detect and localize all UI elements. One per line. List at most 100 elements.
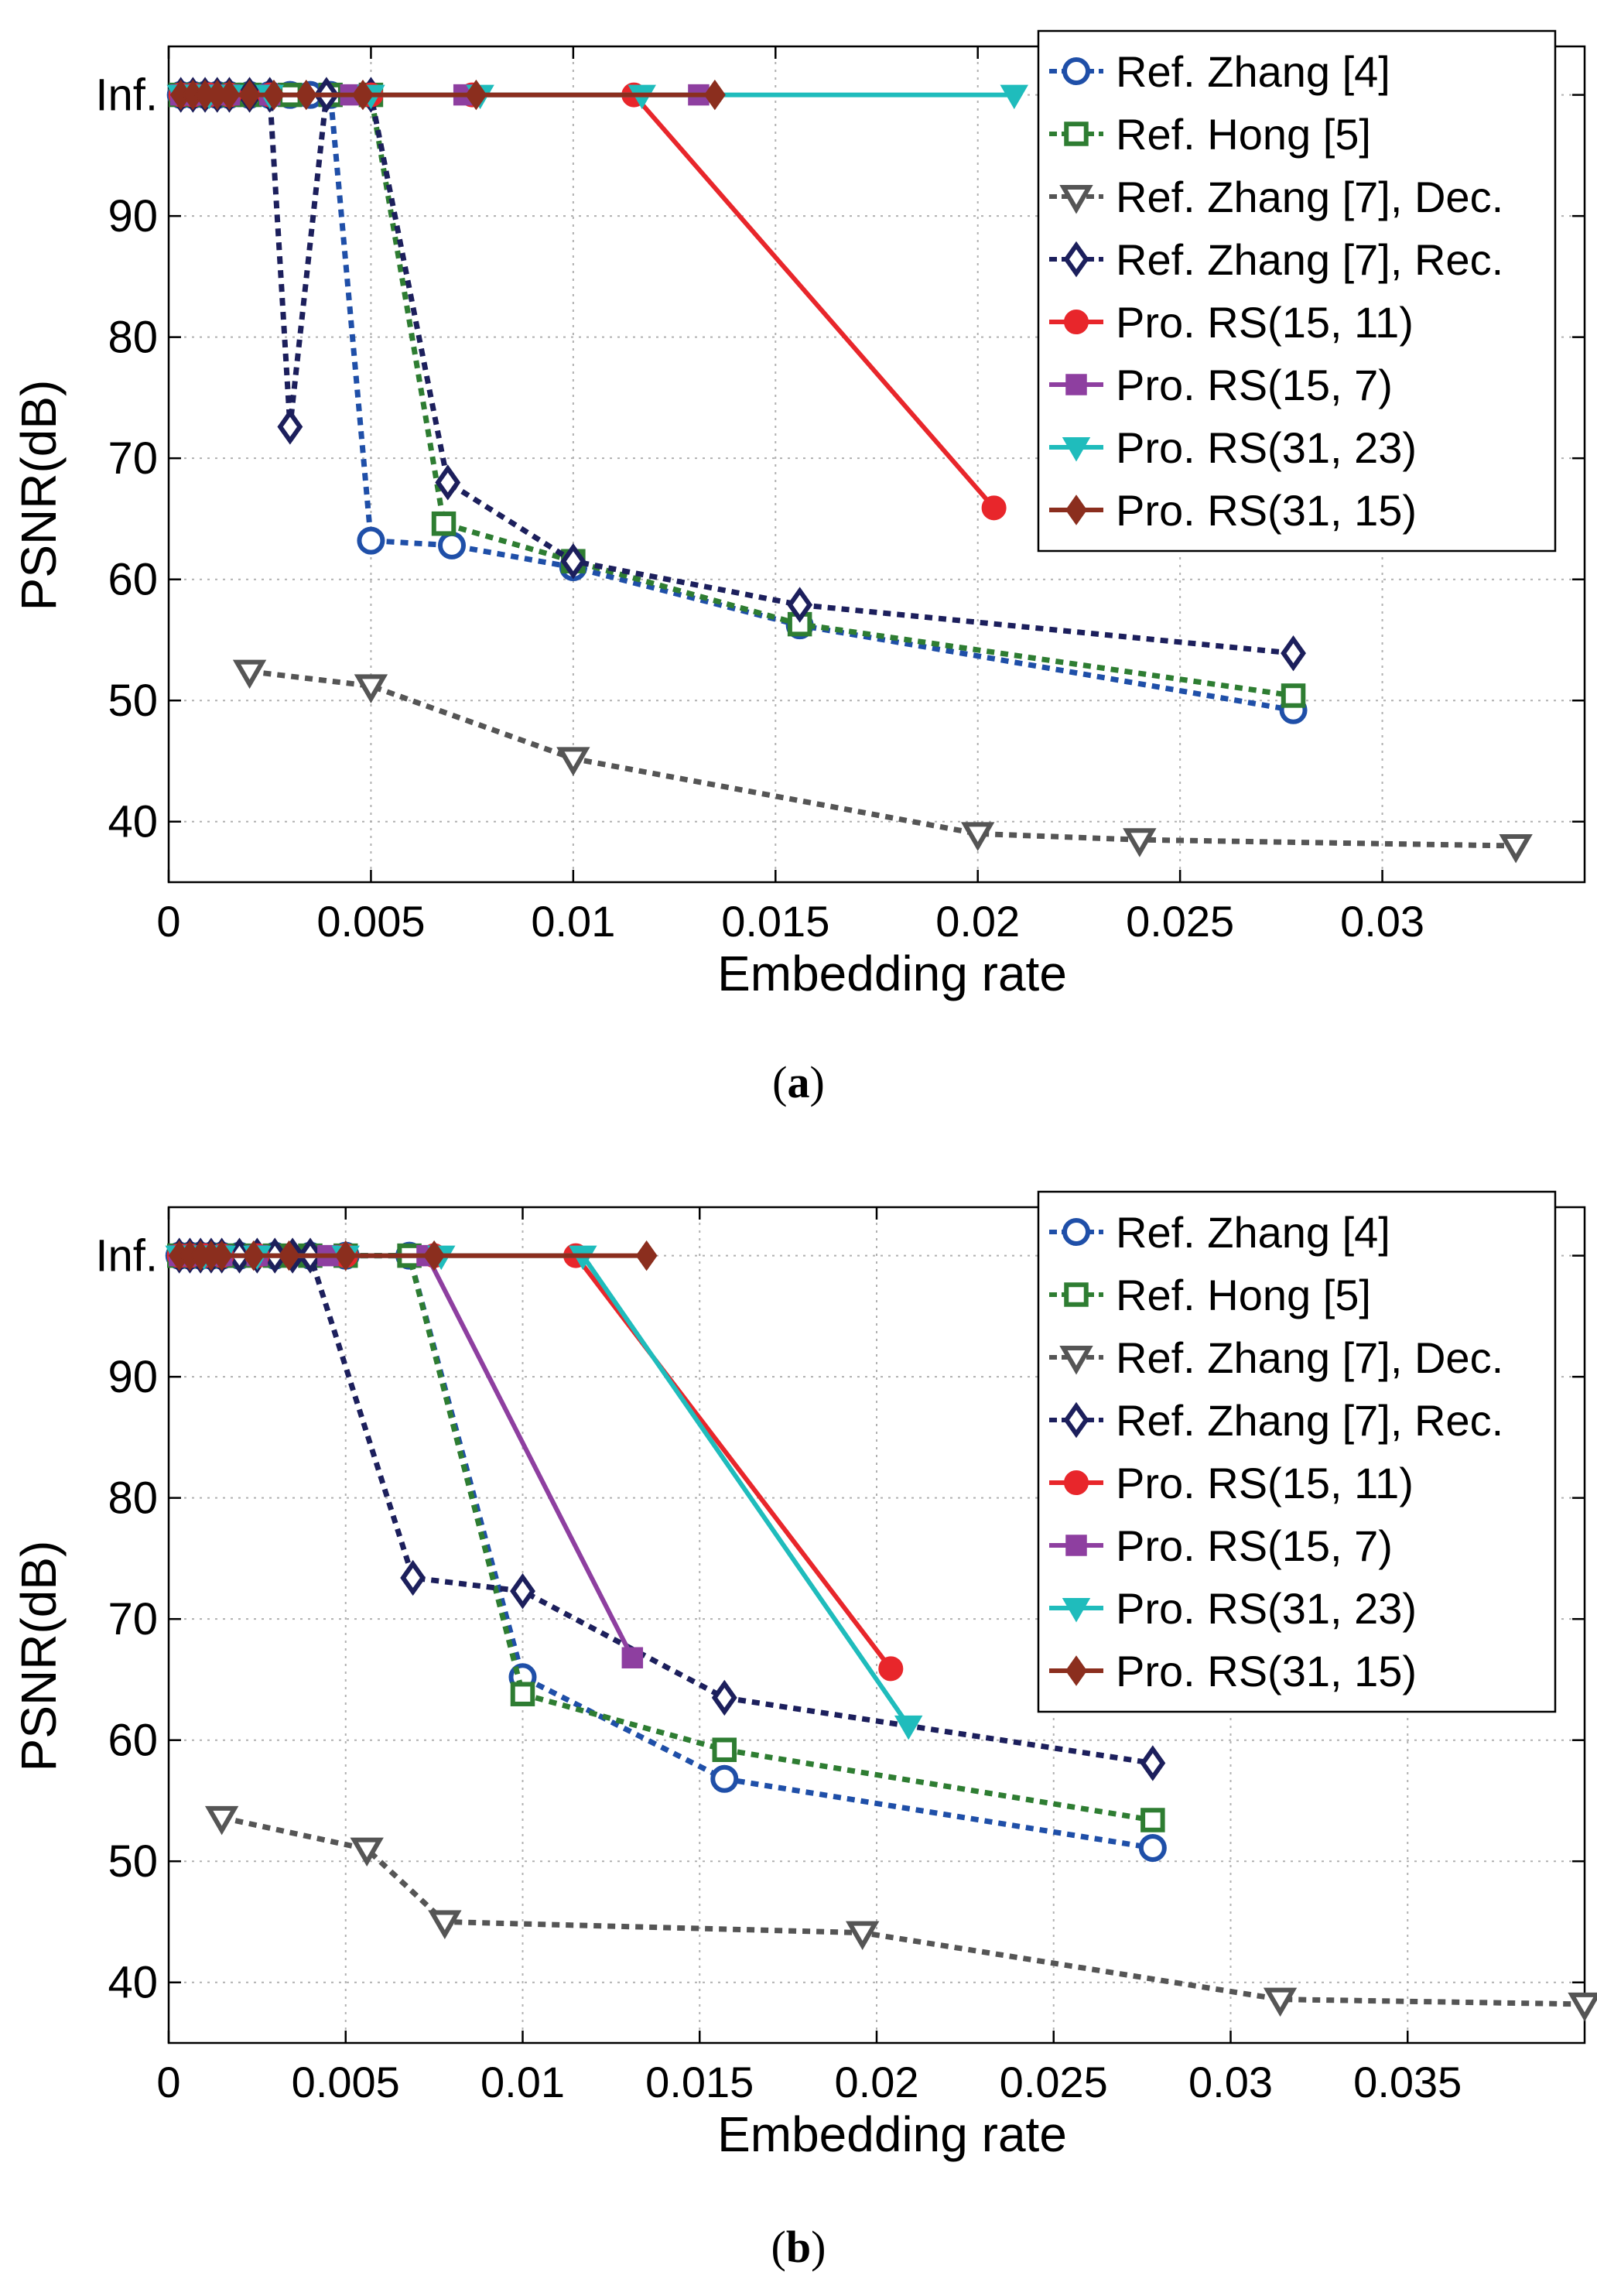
series-line-2	[221, 1815, 1585, 2007]
data-point	[981, 495, 1007, 521]
data-point	[295, 79, 317, 111]
legend-box	[1037, 1190, 1557, 1713]
x-axis-label: Embedding rate	[717, 946, 1067, 1001]
x-tick-label: 0.005	[316, 897, 425, 946]
data-point	[1123, 828, 1157, 857]
series-2	[204, 1805, 1597, 2022]
x-tick-label: 0.03	[1188, 2058, 1273, 2106]
x-tick-label: 0.015	[645, 2058, 754, 2106]
legend-label-0: Ref. Zhang [4]	[1116, 47, 1390, 96]
chart-panel-b: 40 50 60 70 80 90 Inf. 0 0.005 0.01 0.015 0.02 0.025…	[11, 1190, 1597, 2162]
x-tick-label: 0	[156, 2058, 180, 2106]
series-line-5	[179, 1253, 634, 1659]
legend-label-7: Pro. RS(31, 15)	[1116, 1647, 1417, 1695]
data-point	[438, 531, 466, 559]
legend-label-6: Pro. RS(31, 23)	[1116, 423, 1417, 472]
x-tick-label: 0.025	[1000, 2058, 1108, 2106]
data-point	[351, 79, 374, 111]
data-point	[621, 1647, 644, 1669]
legend-label-7: Pro. RS(31, 15)	[1116, 486, 1417, 535]
data-point	[712, 1737, 737, 1762]
series-line-0	[179, 1253, 1154, 1851]
data-point	[878, 1656, 904, 1682]
data-point	[560, 543, 586, 580]
ticks-0: 40 50 60 70 80 90 Inf. 0 0.005 0.01 0.015 0.02 0.025…	[95, 46, 1585, 946]
x-tick-label: 0.02	[835, 2058, 919, 2106]
plot-area-1	[165, 1237, 1597, 2022]
data-point	[428, 1910, 462, 1939]
series-line-1	[179, 1253, 1154, 1823]
data-point	[556, 747, 590, 776]
legend-label-4: Pro. RS(15, 11)	[1116, 1459, 1414, 1507]
legend-label-2: Ref. Zhang [7], Dec.	[1116, 173, 1503, 221]
series-2	[232, 659, 1533, 864]
data-point	[423, 1240, 446, 1271]
data-point	[1138, 1834, 1167, 1862]
data-point	[354, 674, 388, 703]
y-tick-label: 80	[108, 1473, 158, 1524]
series-line-6	[179, 1253, 911, 1727]
y-tick-label: 70	[108, 1594, 158, 1644]
data-point	[238, 79, 261, 111]
series-6	[165, 1245, 923, 1740]
data-point	[357, 526, 385, 555]
series-4	[168, 82, 1007, 521]
series-3	[166, 1237, 1166, 1781]
y-tick-label: 90	[108, 1352, 158, 1402]
data-point	[210, 1240, 233, 1271]
y-axis-label: PSNR(dB)	[11, 1541, 67, 1772]
data-point	[431, 511, 457, 536]
legend-label-3: Ref. Zhang [7], Rec.	[1116, 235, 1503, 284]
y-tick-label: 90	[108, 191, 158, 241]
data-point	[1140, 1808, 1165, 1832]
legend-marker-2	[1059, 1346, 1093, 1375]
data-point	[1568, 1992, 1597, 2022]
axes-box-0	[167, 45, 1586, 884]
ticks-1: 40 50 60 70 80 90 Inf. 0 0.005 0.01 0.015 0.02 0.025…	[95, 1207, 1585, 2106]
legend-marker-4	[1064, 1470, 1089, 1495]
legend-marker-7	[1065, 494, 1087, 525]
series-line-3	[179, 1253, 1154, 1766]
legend-marker-4	[1064, 310, 1089, 334]
series-0	[165, 1241, 1167, 1862]
data-point	[350, 1837, 384, 1867]
data-point	[510, 1572, 535, 1610]
plot-area-0	[166, 77, 1533, 864]
panel-label-b: (b)	[771, 2222, 826, 2272]
series-5	[168, 1244, 644, 1669]
x-tick-label: 0.015	[721, 897, 829, 946]
data-point	[465, 79, 487, 111]
data-point	[710, 1764, 739, 1793]
legend-0: Ref. Zhang [4] Ref. Hong [5] Ref. Zhang [7…	[1037, 29, 1557, 553]
legend-marker-1	[1064, 1282, 1089, 1307]
data-point	[845, 1921, 880, 1951]
legend-marker-5	[1065, 1535, 1087, 1556]
legend-label-1: Ref. Hong [5]	[1116, 110, 1371, 159]
data-point	[435, 464, 461, 501]
legend-marker-1	[1064, 121, 1089, 146]
x-tick-label: 0	[156, 897, 180, 946]
x-axis-label: Embedding rate	[717, 2106, 1067, 2162]
series-7	[169, 79, 726, 111]
y-tick-label: 50	[108, 1836, 158, 1887]
data-point	[1000, 84, 1029, 110]
data-point	[278, 1240, 300, 1271]
legend-marker-0	[1062, 1218, 1090, 1246]
data-point	[1499, 834, 1533, 864]
y-tick-label: 40	[108, 1958, 158, 2008]
legend-marker-7	[1065, 1655, 1087, 1686]
legend-label-5: Pro. RS(15, 7)	[1116, 361, 1393, 409]
data-point	[787, 587, 813, 623]
chart-panel-a: 40 50 60 70 80 90 Inf. 0 0.005 0.01 0.015 0.02 0.025…	[11, 29, 1586, 1001]
x-tick-label: 0.035	[1353, 2058, 1462, 2106]
data-point	[334, 1240, 357, 1271]
data-point	[232, 659, 267, 689]
data-point	[1140, 1745, 1166, 1781]
y-tick-label: 40	[108, 797, 158, 847]
legend-label-6: Pro. RS(31, 23)	[1116, 1584, 1417, 1633]
legend-marker-3	[1063, 241, 1089, 278]
x-tick-label: 0.03	[1340, 897, 1424, 946]
legend-label-0: Ref. Zhang [4]	[1116, 1208, 1390, 1257]
panel-label-a: (a)	[772, 1057, 825, 1107]
legend-label-2: Ref. Zhang [7], Dec.	[1116, 1333, 1503, 1382]
